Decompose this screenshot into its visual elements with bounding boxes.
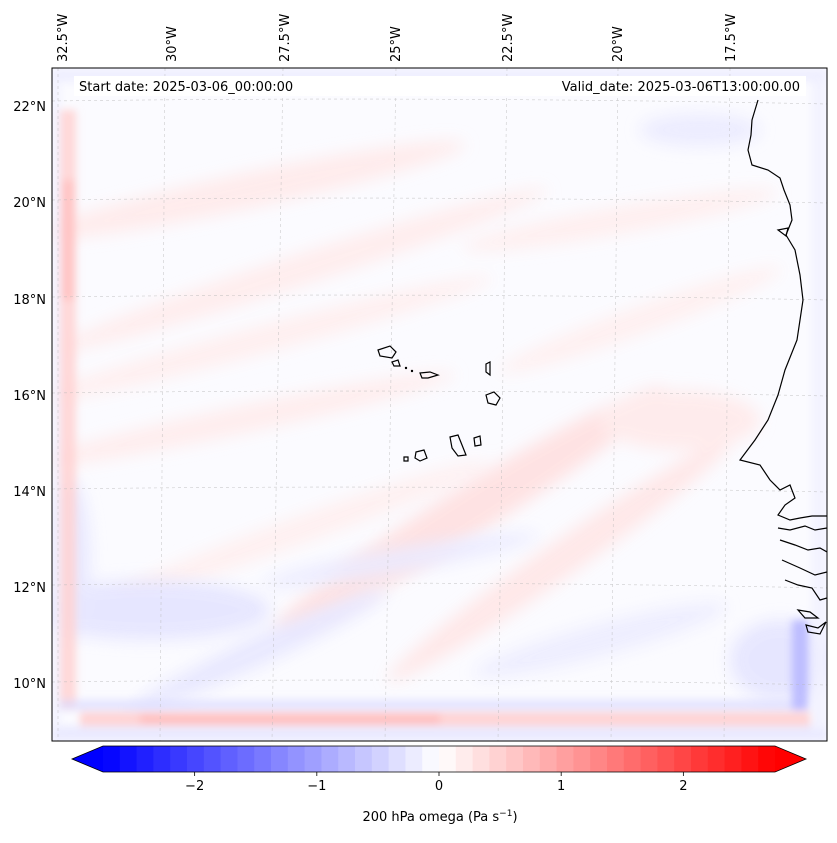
colorbar-segment — [254, 746, 272, 772]
lon-label-20w: 20°W — [611, 26, 626, 62]
colorbar: −2 −1 0 1 2 200 hPa omega (Pa s−1) — [70, 745, 808, 825]
colorbar-label: 200 hPa omega (Pa s−1) — [362, 809, 517, 825]
colorbar-segment — [405, 746, 423, 772]
colorbar-outline — [70, 745, 808, 773]
map-panel: Start date: 2025-03-06_00:00:00 Valid_da… — [51, 67, 828, 742]
colorbar-segment — [455, 746, 474, 772]
colorbar-tick-label: −1 — [307, 779, 326, 794]
lon-label-30w: 30°W — [165, 26, 180, 62]
island-sal — [485, 361, 491, 377]
start-date-label: Start date: 2025-03-06_00:00:00 — [79, 80, 293, 95]
colorbar-segment — [355, 746, 373, 772]
colorbar-segment — [657, 746, 675, 772]
lon-label-32.5w: 32.5°W — [56, 14, 71, 62]
island-boa-vista — [485, 391, 501, 406]
island-santo-antao — [377, 345, 397, 359]
colorbar-segment — [103, 746, 121, 772]
colorbar-segment — [674, 746, 692, 772]
colorbar-segment — [472, 746, 490, 772]
lon-labels: 32.5°W 30°W 27.5°W 25°W 22.5°W 20°W 17.5… — [56, 14, 739, 62]
colorbar-segment — [422, 746, 440, 772]
colorbar-tick-label: 2 — [679, 779, 687, 794]
lon-label-27.5w: 27.5°W — [278, 14, 293, 62]
lat-label-14n: 14°N — [13, 485, 46, 500]
colorbar-segment — [758, 746, 776, 772]
map-frame — [51, 67, 828, 742]
colorbar-segment — [590, 746, 608, 772]
colorbar-segment — [607, 746, 625, 772]
lon-label-17.5w: 17.5°W — [724, 14, 739, 62]
island-brava — [403, 456, 409, 462]
colorbar-segment — [489, 746, 507, 772]
colorbar-segment — [556, 746, 574, 772]
island-fogo — [414, 449, 428, 462]
west-africa-coastline — [738, 99, 827, 521]
lat-label-10n: 10°N — [13, 677, 46, 692]
colorbar-segment — [271, 746, 289, 772]
colorbar-segment — [640, 746, 658, 772]
lat-label-12n: 12°N — [13, 581, 46, 596]
island-sao-nicolau — [419, 371, 440, 379]
island-sao-vicente — [391, 359, 401, 367]
coastlines — [377, 99, 827, 635]
colorbar-segment — [203, 746, 222, 772]
lat-label-18n: 18°N — [13, 293, 46, 308]
colorbar-tick-label: 1 — [557, 779, 565, 794]
colorbar-segment — [338, 746, 356, 772]
colorbar-segment — [220, 746, 238, 772]
island-santa-luzia — [404, 366, 408, 370]
colorbar-segment — [724, 746, 742, 772]
colorbar-segment — [741, 746, 759, 772]
island-santiago — [449, 434, 467, 457]
colorbar-segment — [439, 746, 457, 772]
lon-label-25w: 25°W — [389, 26, 404, 62]
colorbar-segment — [237, 746, 255, 772]
colorbar-segment — [623, 746, 642, 772]
colorbar-segment — [691, 746, 709, 772]
colorbar-tick-label: −2 — [185, 779, 204, 794]
colorbar-segment — [170, 746, 188, 772]
colorbar-extend-min — [72, 746, 103, 772]
colorbar-segment — [287, 746, 306, 772]
colorbar-segment — [153, 746, 171, 772]
lon-label-22.5w: 22.5°W — [501, 14, 516, 62]
annotation-box — [74, 76, 806, 96]
gridlines — [52, 68, 827, 741]
colorbar-segment — [136, 746, 154, 772]
island-raso — [410, 369, 414, 373]
lat-labels: 22°N 20°N 18°N 16°N 14°N 12°N 10°N — [13, 100, 46, 692]
colorbar-extend-max — [775, 746, 806, 772]
island-maio — [473, 435, 482, 447]
colorbar-segment — [304, 746, 322, 772]
positive-bands — [52, 140, 782, 682]
lat-label-20n: 20°N — [13, 196, 46, 211]
colorbar-segment — [506, 746, 524, 772]
lat-label-16n: 16°N — [13, 389, 46, 404]
colorbar-segment — [321, 746, 339, 772]
colorbar-segment — [388, 746, 406, 772]
colorbar-segment — [371, 746, 390, 772]
colorbar-segment — [187, 746, 205, 772]
colorbar-ticks: −2 −1 0 1 2 — [185, 772, 688, 794]
colorbar-segment — [523, 746, 541, 772]
valid-date-label: Valid_date: 2025-03-06T13:00:00.00 — [562, 80, 800, 95]
colorbar-segment — [119, 746, 138, 772]
colorbar-segment — [539, 746, 558, 772]
colorbar-segments — [103, 746, 776, 772]
colorbar-segment — [707, 746, 726, 772]
lat-label-22n: 22°N — [13, 100, 46, 115]
colorbar-segment — [573, 746, 591, 772]
colorbar-tick-label: 0 — [435, 779, 443, 794]
